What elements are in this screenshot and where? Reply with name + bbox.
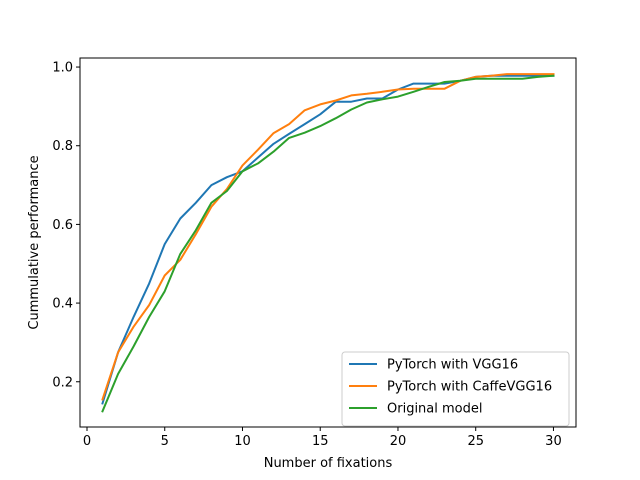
legend-label: PyTorch with VGG16 bbox=[387, 358, 518, 373]
x-tick-label: 20 bbox=[390, 434, 407, 449]
legend-label: Original model bbox=[387, 402, 482, 417]
x-tick-label: 0 bbox=[83, 434, 91, 449]
x-tick-label: 10 bbox=[234, 434, 251, 449]
legend-box bbox=[341, 351, 570, 427]
plot-frame bbox=[79, 57, 577, 428]
x-tick-label: 25 bbox=[467, 434, 484, 449]
y-tick-label: 1.0 bbox=[52, 61, 73, 76]
x-tick-label: 15 bbox=[312, 434, 329, 449]
y-tick-label: 0.8 bbox=[52, 139, 73, 154]
x-tick-label: 30 bbox=[545, 434, 562, 449]
y-axis: 0.2 0.4 0.6 0.8 1.0 bbox=[52, 61, 80, 390]
y-tick-label: 0.6 bbox=[52, 218, 73, 233]
series-line-3 bbox=[101, 74, 555, 413]
legend-label: PyTorch with CaffeVGG16 bbox=[387, 380, 552, 395]
x-axis-label: Number of fixations bbox=[264, 456, 393, 471]
y-tick-label: 0.2 bbox=[52, 375, 73, 390]
x-tick-label: 5 bbox=[161, 434, 169, 449]
plot-area bbox=[79, 57, 577, 428]
legend: PyTorch with VGG16 PyTorch with CaffeVGG1… bbox=[341, 351, 570, 427]
x-axis: 0 5 10 15 20 25 30 bbox=[83, 427, 562, 449]
y-tick-label: 0.4 bbox=[52, 297, 73, 312]
y-axis-label: Cummulative performance bbox=[27, 155, 42, 329]
